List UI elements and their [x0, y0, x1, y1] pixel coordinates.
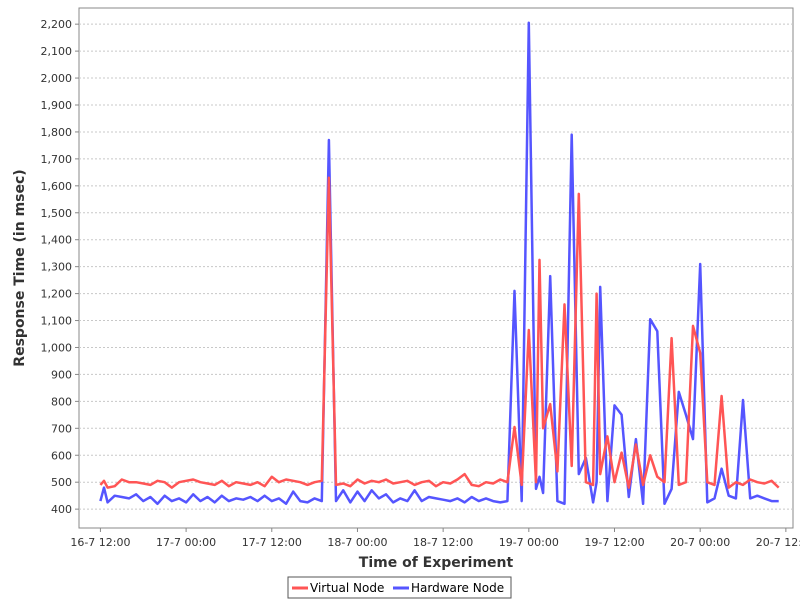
series-lines	[99, 21, 780, 506]
y-tick-label: 1,700	[41, 153, 73, 166]
y-tick-label: 700	[51, 422, 72, 435]
x-tick-label: 18-7 00:00	[327, 536, 387, 549]
y-tick-label: 1,000	[41, 341, 73, 354]
y-tick-label: 1,200	[41, 288, 73, 301]
legend-label-hardware-node: Hardware Node	[411, 581, 504, 595]
series-line-hardware-node	[99, 21, 779, 506]
grid-lines	[79, 23, 793, 510]
y-tick-label: 1,600	[41, 180, 73, 193]
y-tick-label: 1,800	[41, 126, 73, 139]
x-tick-label: 17-7 12:00	[242, 536, 302, 549]
y-tick-label: 2,200	[41, 18, 73, 31]
x-tick-label: 17-7 00:00	[156, 536, 216, 549]
y-tick-label: 400	[51, 503, 72, 516]
y-tick-label: 900	[51, 368, 72, 381]
x-axis-ticks: 16-7 12:00 17-7 00:00 17-7 12:00 18-7 00:00…	[70, 528, 800, 549]
y-tick-label: 500	[51, 476, 72, 489]
y-axis-title: Response Time (in msec)	[12, 169, 28, 366]
x-tick-label: 20-7 00:00	[670, 536, 730, 549]
x-tick-label: 18-7 12:00	[413, 536, 473, 549]
y-tick-label: 2,100	[41, 45, 73, 58]
y-axis-ticks: 400 500 600 700 800 900 1,000 1,100 1,200 1,300 1,…	[41, 18, 79, 516]
x-tick-label: 19-7 12:00	[584, 536, 644, 549]
x-tick-label: 20-7 12:00	[756, 536, 800, 549]
y-tick-label: 1,100	[41, 315, 73, 328]
x-axis-title: Time of Experiment	[359, 555, 514, 571]
x-tick-label: 16-7 12:00	[70, 536, 130, 549]
y-tick-label: 1,300	[41, 261, 73, 274]
x-tick-label: 19-7 00:00	[499, 536, 559, 549]
series-line-virtual-node	[99, 176, 780, 489]
y-tick-label: 600	[51, 449, 72, 462]
y-tick-label: 1,500	[41, 207, 73, 220]
y-tick-label: 800	[51, 395, 72, 408]
legend-label-virtual-node: Virtual Node	[310, 581, 384, 595]
y-tick-label: 1,900	[41, 99, 73, 112]
y-tick-label: 2,000	[41, 72, 73, 85]
plot-area	[78, 7, 794, 529]
legend: Virtual Node Hardware Node	[287, 576, 512, 599]
y-tick-label: 1,400	[41, 234, 73, 247]
